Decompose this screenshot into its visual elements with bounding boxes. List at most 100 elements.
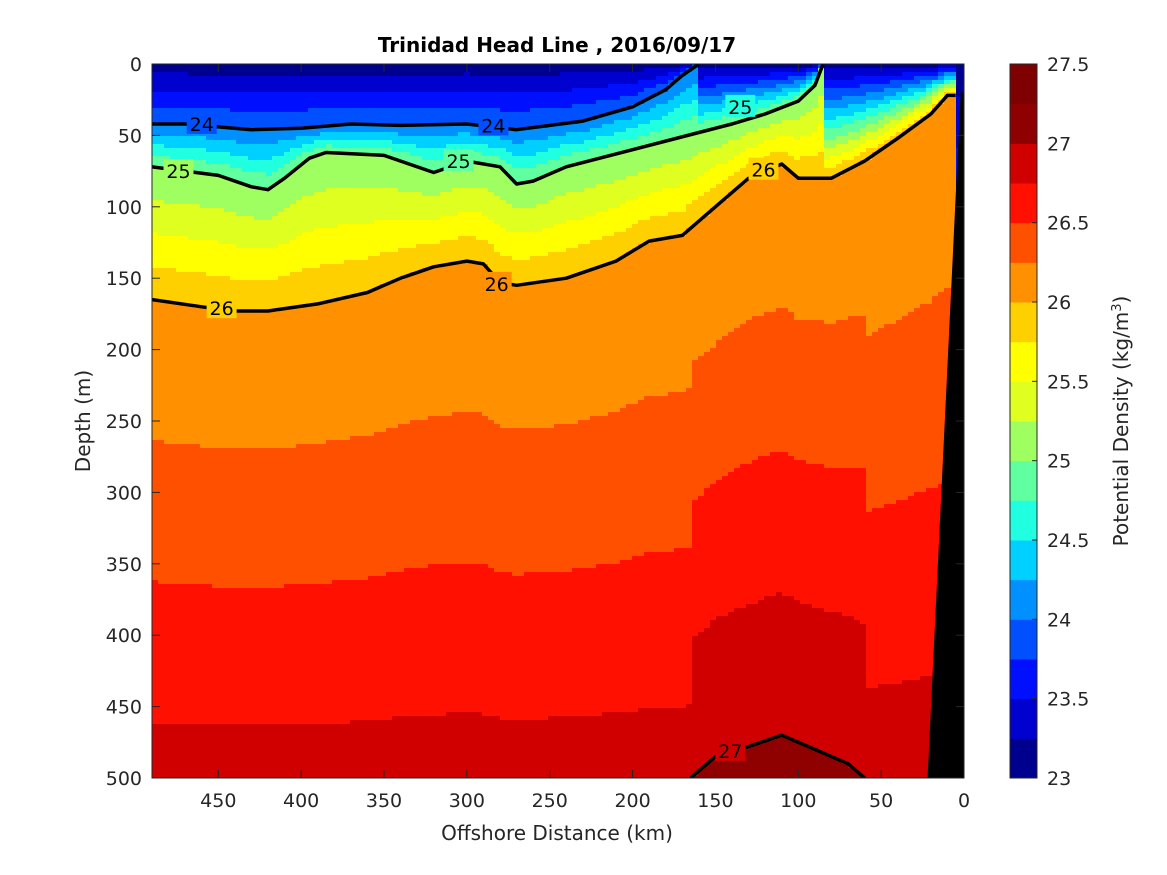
contour-cell — [152, 432, 159, 437]
contour-cell — [242, 244, 249, 249]
contour-cell — [248, 352, 255, 357]
contour-cell — [152, 156, 159, 161]
contour-cell — [200, 356, 207, 361]
contour-cell — [314, 100, 321, 105]
contour-cell — [224, 524, 231, 529]
contour-cell — [314, 444, 321, 449]
contour-cell — [170, 560, 177, 565]
contour-cell — [308, 376, 315, 381]
contour-cell — [284, 236, 291, 241]
contour-cell — [308, 284, 315, 289]
contour-cell — [272, 580, 279, 585]
contour-cell — [170, 80, 177, 85]
contour-cell — [272, 104, 279, 109]
contour-cell — [308, 472, 315, 477]
contour-cell — [290, 80, 297, 85]
contour-cell — [176, 68, 183, 73]
contour-cell — [254, 200, 261, 205]
contour-cell — [266, 508, 273, 513]
contour-cell — [278, 484, 285, 489]
contour-cell — [194, 344, 201, 349]
contour-cell — [302, 732, 309, 737]
contour-cell — [212, 368, 219, 373]
contour-cell — [212, 148, 219, 153]
contour-cell — [170, 388, 177, 393]
contour-cell — [296, 412, 303, 417]
contour-cell — [224, 692, 231, 697]
contour-cell — [308, 600, 315, 605]
contour-cell — [236, 448, 243, 453]
contour-cell — [254, 132, 261, 137]
contour-cell — [230, 676, 237, 681]
contour-cell — [206, 396, 213, 401]
contour-cell — [176, 708, 183, 713]
contour-cell — [158, 684, 165, 689]
contour-cell — [176, 92, 183, 97]
contour-cell — [314, 564, 321, 569]
contour-cell — [260, 476, 267, 481]
contour-cell — [164, 388, 171, 393]
contour-cell — [224, 392, 231, 397]
contour-cell — [170, 456, 177, 461]
contour-cell — [218, 608, 225, 613]
contour-cell — [260, 192, 267, 197]
contour-cell — [242, 760, 249, 765]
contour-cell — [176, 604, 183, 609]
contour-cell — [248, 536, 255, 541]
contour-cell — [302, 376, 309, 381]
contour-cell — [188, 536, 195, 541]
contour-cell — [188, 100, 195, 105]
contour-cell — [248, 760, 255, 765]
contour-cell — [218, 524, 225, 529]
contour-cell — [308, 232, 315, 237]
contour-cell — [206, 488, 213, 493]
contour-cell — [200, 460, 207, 465]
contour-cell — [176, 744, 183, 749]
contour-cell — [188, 720, 195, 725]
contour-cell — [152, 524, 159, 529]
contour-cell — [242, 572, 249, 577]
contour-cell — [188, 472, 195, 477]
contour-cell — [302, 232, 309, 237]
contour-cell — [260, 372, 267, 377]
contour-cell — [170, 376, 177, 381]
contour-cell — [248, 408, 255, 413]
contour-cell — [284, 648, 291, 653]
contour-cell — [278, 548, 285, 553]
contour-cell — [314, 440, 321, 445]
contour-cell — [284, 544, 291, 549]
contour-cell — [290, 356, 297, 361]
contour-cell — [284, 292, 291, 297]
contour-cell — [170, 664, 177, 669]
contour-cell — [236, 636, 243, 641]
contour-cell — [182, 84, 189, 89]
contour-cell — [272, 200, 279, 205]
contour-cell — [224, 192, 231, 197]
contour-cell — [272, 276, 279, 281]
contour-cell — [284, 116, 291, 121]
contour-cell — [206, 456, 213, 461]
contour-cell — [278, 660, 285, 665]
contour-cell — [260, 108, 267, 113]
contour-cell — [170, 764, 177, 769]
contour-cell — [158, 248, 165, 253]
contour-cell — [308, 504, 315, 509]
contour-cell — [242, 340, 249, 345]
contour-cell — [284, 476, 291, 481]
contour-cell — [308, 556, 315, 561]
contour-cell — [200, 536, 207, 541]
contour-cell — [158, 664, 165, 669]
contour-cell — [248, 216, 255, 221]
contour-cell — [290, 496, 297, 501]
contour-cell — [236, 480, 243, 485]
contour-cell — [200, 552, 207, 557]
contour-cell — [188, 512, 195, 517]
contour-cell — [212, 272, 219, 277]
contour-cell — [272, 216, 279, 221]
contour-cell — [314, 320, 321, 325]
contour-cell — [224, 488, 231, 493]
contour-cell — [218, 716, 225, 721]
contour-cell — [152, 656, 159, 661]
contour-cell — [200, 256, 207, 261]
contour-cell — [188, 772, 195, 777]
